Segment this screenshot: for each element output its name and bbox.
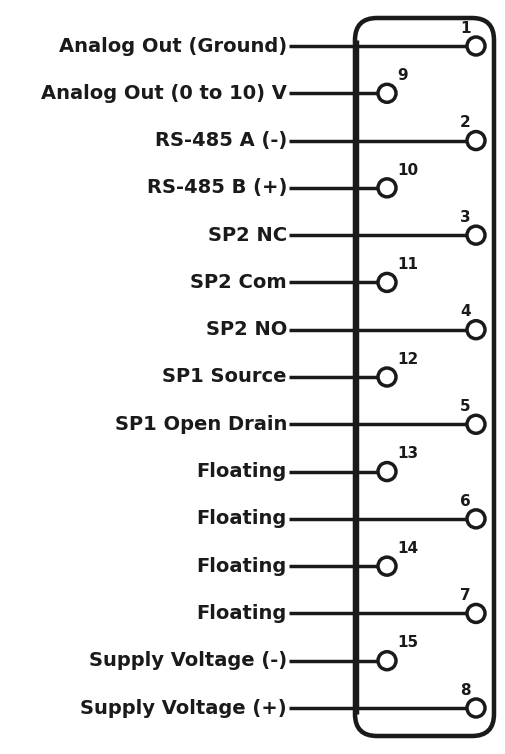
Text: Supply Voltage (-): Supply Voltage (-) [89, 651, 286, 670]
Text: Analog Out (0 to 10) V: Analog Out (0 to 10) V [41, 84, 286, 103]
Text: 12: 12 [396, 351, 417, 366]
Circle shape [377, 368, 395, 386]
Text: 11: 11 [396, 257, 417, 272]
FancyBboxPatch shape [355, 18, 493, 736]
Text: 6: 6 [459, 494, 470, 508]
Circle shape [466, 605, 484, 623]
Text: 9: 9 [396, 68, 407, 83]
Text: Supply Voltage (+): Supply Voltage (+) [80, 698, 286, 718]
Text: 1: 1 [459, 20, 470, 35]
Circle shape [466, 510, 484, 528]
Text: 3: 3 [459, 210, 470, 225]
Text: Analog Out (Ground): Analog Out (Ground) [59, 36, 286, 56]
Text: SP2 NC: SP2 NC [208, 225, 286, 244]
Text: SP1 Open Drain: SP1 Open Drain [115, 415, 286, 434]
Circle shape [466, 226, 484, 244]
Text: SP2 Com: SP2 Com [190, 273, 286, 292]
Text: SP2 NO: SP2 NO [205, 320, 286, 339]
Text: 14: 14 [396, 541, 417, 556]
Text: RS-485 B (+): RS-485 B (+) [146, 179, 286, 198]
Text: Floating: Floating [196, 510, 286, 529]
Text: 5: 5 [459, 399, 470, 414]
Circle shape [377, 557, 395, 575]
Text: Floating: Floating [196, 604, 286, 623]
Text: RS-485 A (-): RS-485 A (-) [155, 131, 286, 150]
Circle shape [377, 84, 395, 103]
Text: 10: 10 [396, 163, 417, 177]
Circle shape [377, 179, 395, 197]
Circle shape [377, 462, 395, 480]
Text: 15: 15 [396, 636, 417, 651]
Text: SP1 Source: SP1 Source [162, 367, 286, 387]
Text: Floating: Floating [196, 556, 286, 575]
Circle shape [466, 37, 484, 55]
Text: 13: 13 [396, 446, 417, 461]
Circle shape [377, 274, 395, 292]
Circle shape [377, 651, 395, 670]
Circle shape [466, 320, 484, 339]
Text: 2: 2 [459, 115, 470, 130]
Circle shape [466, 131, 484, 149]
Text: Floating: Floating [196, 462, 286, 481]
Text: 8: 8 [459, 682, 470, 697]
Circle shape [466, 699, 484, 717]
Circle shape [466, 415, 484, 434]
Text: 7: 7 [459, 588, 470, 603]
Text: 4: 4 [459, 305, 470, 320]
